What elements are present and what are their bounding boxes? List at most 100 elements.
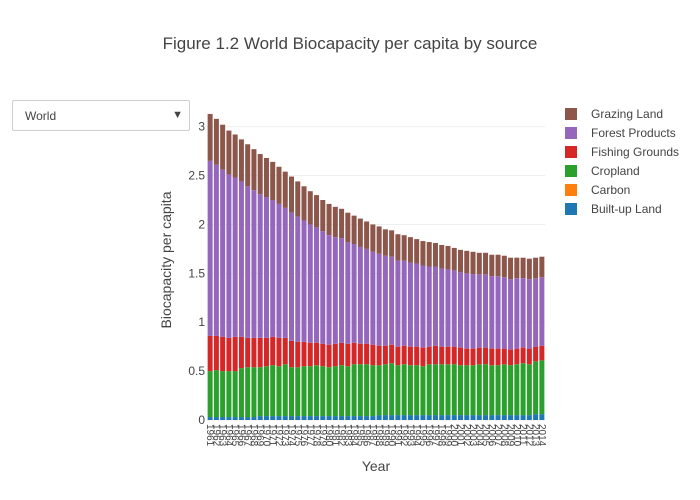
bar-segment[interactable]: [301, 366, 307, 417]
bar-segment[interactable]: [332, 206, 338, 238]
bar-segment[interactable]: [483, 347, 489, 365]
bar-segment[interactable]: [520, 278, 526, 348]
bar-segment[interactable]: [301, 220, 307, 342]
bar-segment[interactable]: [314, 416, 320, 420]
bar-segment[interactable]: [470, 415, 476, 420]
bar-segment[interactable]: [251, 337, 257, 368]
bar-segment[interactable]: [439, 268, 445, 347]
bar-segment[interactable]: [245, 337, 251, 368]
bar-segment[interactable]: [445, 346, 451, 365]
bar-segment[interactable]: [407, 415, 413, 420]
bar-segment[interactable]: [420, 265, 426, 348]
bar-segment[interactable]: [307, 224, 313, 343]
bar-segment[interactable]: [276, 416, 282, 420]
bar-segment[interactable]: [514, 257, 520, 279]
bar-segment[interactable]: [470, 274, 476, 349]
legend-item[interactable]: Fishing Grounds: [565, 145, 679, 159]
bar-segment[interactable]: [533, 257, 539, 279]
bar-segment[interactable]: [307, 191, 313, 225]
bar-segment[interactable]: [457, 249, 464, 273]
bar-segment[interactable]: [270, 200, 276, 337]
bar-segment[interactable]: [220, 371, 226, 418]
bar-segment[interactable]: [263, 416, 269, 420]
bar-segment[interactable]: [220, 124, 226, 170]
bar-segment[interactable]: [376, 345, 382, 366]
bar-segment[interactable]: [270, 365, 276, 417]
bar-segment[interactable]: [432, 266, 438, 346]
bar-segment[interactable]: [332, 343, 338, 367]
bar-segment[interactable]: [489, 365, 495, 416]
bar-segment[interactable]: [432, 415, 438, 420]
legend-item[interactable]: Forest Products: [565, 126, 676, 140]
bar-segment[interactable]: [320, 231, 326, 344]
bar-segment[interactable]: [445, 415, 451, 420]
bar-segment[interactable]: [539, 345, 545, 361]
bar-segment[interactable]: [495, 348, 501, 366]
bar-segment[interactable]: [207, 335, 213, 372]
bar-segment[interactable]: [364, 221, 370, 249]
bar-segment[interactable]: [232, 177, 238, 337]
bar-segment[interactable]: [464, 348, 470, 366]
bar-segment[interactable]: [407, 262, 413, 347]
bar-segment[interactable]: [489, 254, 495, 277]
bar-segment[interactable]: [282, 337, 288, 365]
bar-segment[interactable]: [357, 364, 363, 417]
bar-segment[interactable]: [395, 415, 401, 420]
bar-segment[interactable]: [213, 417, 219, 420]
bar-segment[interactable]: [282, 416, 288, 420]
bar-segment[interactable]: [470, 348, 476, 366]
bar-segment[interactable]: [483, 415, 489, 420]
bar-segment[interactable]: [451, 247, 457, 271]
bar-segment[interactable]: [207, 371, 213, 418]
bar-segment[interactable]: [226, 174, 232, 338]
bar-segment[interactable]: [295, 216, 301, 342]
bar-segment[interactable]: [295, 416, 301, 420]
bar-segment[interactable]: [520, 363, 526, 416]
bar-segment[interactable]: [295, 367, 301, 417]
bar-segment[interactable]: [420, 241, 426, 266]
bar-segment[interactable]: [451, 364, 457, 416]
bar-segment[interactable]: [476, 347, 482, 365]
bar-segment[interactable]: [207, 417, 213, 420]
bar-segment[interactable]: [370, 365, 376, 417]
bar-segment[interactable]: [426, 242, 432, 267]
bar-segment[interactable]: [263, 197, 269, 338]
bar-segment[interactable]: [533, 361, 539, 415]
bar-segment[interactable]: [276, 203, 282, 338]
bar-segment[interactable]: [345, 416, 351, 420]
bar-segment[interactable]: [282, 364, 288, 417]
bar-segment[interactable]: [263, 337, 269, 367]
bar-segment[interactable]: [451, 270, 457, 347]
bar-segment[interactable]: [439, 346, 445, 365]
bar-segment[interactable]: [414, 365, 420, 416]
bar-segment[interactable]: [370, 416, 376, 420]
bar-segment[interactable]: [251, 149, 257, 191]
bar-segment[interactable]: [270, 416, 276, 420]
bar-segment[interactable]: [238, 181, 244, 337]
bar-segment[interactable]: [238, 336, 244, 369]
bar-segment[interactable]: [307, 342, 313, 367]
bar-segment[interactable]: [376, 226, 382, 254]
bar-segment[interactable]: [351, 416, 357, 420]
bar-segment[interactable]: [320, 343, 326, 367]
bar-segment[interactable]: [307, 366, 313, 417]
bar-segment[interactable]: [407, 346, 413, 366]
bar-segment[interactable]: [476, 364, 482, 416]
bar-segment[interactable]: [514, 278, 520, 349]
bar-segment[interactable]: [232, 417, 238, 420]
bar-segment[interactable]: [213, 370, 219, 418]
bar-segment[interactable]: [483, 364, 489, 416]
bar-segment[interactable]: [508, 365, 514, 416]
bar-segment[interactable]: [508, 349, 514, 366]
bar-segment[interactable]: [464, 365, 470, 416]
bar-segment[interactable]: [533, 278, 539, 347]
bar-segment[interactable]: [245, 186, 251, 338]
bar-segment[interactable]: [476, 415, 482, 420]
bar-segment[interactable]: [282, 171, 288, 208]
bar-segment[interactable]: [288, 176, 295, 213]
bar-segment[interactable]: [389, 415, 395, 420]
bar-segment[interactable]: [382, 229, 388, 256]
bar-segment[interactable]: [476, 274, 482, 348]
bar-segment[interactable]: [539, 360, 545, 415]
bar-segment[interactable]: [526, 364, 532, 416]
